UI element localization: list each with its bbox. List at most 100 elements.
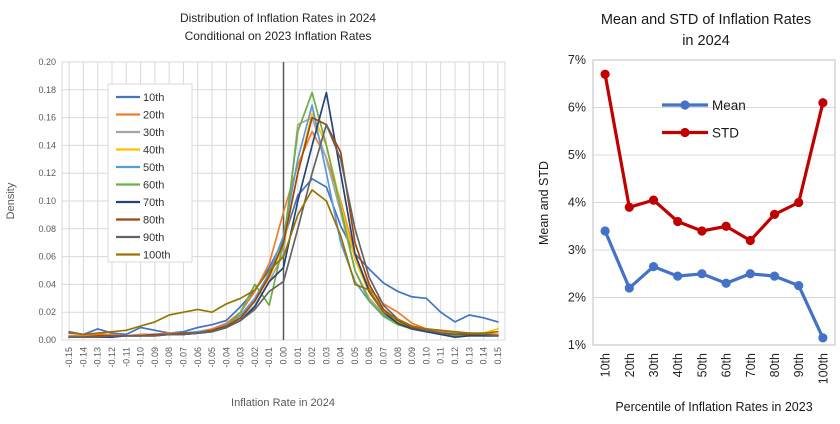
data-point-std-80th xyxy=(769,209,780,219)
legend-label-70th: 70th xyxy=(143,197,164,209)
mean-std-chart-canvas: 1% 2% 3% 4% 5% 6% 7% 10th 20th 30th 40th 50th 60th 70… xyxy=(537,12,836,414)
density-x-tick-label: 0.14 xyxy=(479,347,489,365)
mean-std-x-tick-label: 40th xyxy=(671,353,685,377)
legend-label-60th: 60th xyxy=(143,180,164,192)
density-y-tick-label: 0.00 xyxy=(38,335,56,345)
density-x-tick-label: 0.12 xyxy=(450,347,460,365)
legend-label-Mean: Mean xyxy=(712,98,746,113)
density-legend: 10th 20th 30th 40th 50th 60th 70th 80th 90th 100t… xyxy=(107,83,193,263)
mean-std-axis-ticks: 1% 2% 3% 4% 5% 6% 7% 10th 20th 30th 40th 50th 60th 70… xyxy=(568,53,830,384)
legend-marker-STD xyxy=(680,127,690,138)
density-y-tick-label: 0.12 xyxy=(38,168,56,178)
legend-label-50th: 50th xyxy=(143,162,164,174)
data-point-std-50th xyxy=(697,226,707,236)
data-point-std-70th xyxy=(745,235,755,246)
data-point-std-90th xyxy=(794,197,804,208)
density-x-tick-label: -0.14 xyxy=(78,347,88,368)
density-chart-title-line1: Distribution of Inflation Rates in 2024 xyxy=(180,11,376,25)
mean-std-chart-title-line2: in 2024 xyxy=(682,33,730,49)
data-point-std-30th xyxy=(648,195,659,205)
density-chart-title-line2: Conditional on 2023 Inflation Rates xyxy=(185,29,372,43)
density-chart-body: 0.00 0.02 0.04 0.06 0.08 0.10 0.12 0.14 0.16 0.18… xyxy=(38,57,506,368)
density-x-tick-label: -0.11 xyxy=(121,347,131,367)
mean-std-legend: Mean STD xyxy=(662,98,746,141)
mean-std-y-tick-label: 4% xyxy=(568,196,586,210)
density-x-tick-label: -0.07 xyxy=(178,347,188,368)
density-axis-ticks: 0.00 0.02 0.04 0.06 0.08 0.10 0.12 0.14 0.16 0.18… xyxy=(38,57,502,368)
series-std xyxy=(600,69,828,246)
mean-std-y-tick-label: 7% xyxy=(568,53,586,67)
density-x-tick-label: -0.02 xyxy=(250,347,260,368)
mean-std-x-tick-label: 20th xyxy=(623,353,637,377)
density-x-tick-label: 0.04 xyxy=(336,347,346,365)
density-x-axis-title: Inflation Rate in 2024 xyxy=(231,397,335,409)
series-line-90th xyxy=(68,123,499,339)
density-x-tick-label: -0.09 xyxy=(150,347,160,368)
mean-std-x-tick-label: 10th xyxy=(599,353,613,377)
mean-std-chart-body: 1% 2% 3% 4% 5% 6% 7% 10th 20th 30th 40th 50th 60th 70… xyxy=(568,53,836,384)
density-x-tick-label: 0.13 xyxy=(464,347,474,365)
data-point-mean-100th xyxy=(818,333,828,343)
mean-std-chart-panel: 1% 2% 3% 4% 5% 6% 7% 10th 20th 30th 40th 50th 60th 70… xyxy=(510,0,840,424)
density-x-tick-label: 0.07 xyxy=(379,347,389,365)
density-x-tick-label: -0.12 xyxy=(107,347,117,368)
density-x-tick-label: -0.03 xyxy=(236,347,246,368)
data-point-mean-30th xyxy=(648,262,659,272)
density-y-tick-label: 0.06 xyxy=(38,252,56,262)
mean-std-x-tick-label: 100th xyxy=(816,353,830,384)
mean-std-x-tick-label: 70th xyxy=(744,353,758,377)
mean-std-x-tick-label: 90th xyxy=(792,353,806,377)
legend-label-100th: 100th xyxy=(143,250,171,262)
data-point-mean-60th xyxy=(721,278,731,288)
mean-std-y-tick-label: 1% xyxy=(568,338,586,352)
mean-std-x-tick-label: 30th xyxy=(647,353,661,377)
legend-marker-Mean xyxy=(680,100,690,110)
density-x-tick-label: 0.00 xyxy=(279,347,289,365)
density-x-tick-label: -0.08 xyxy=(164,347,174,368)
data-point-std-60th xyxy=(721,221,731,231)
density-y-tick-label: 0.18 xyxy=(38,85,56,95)
density-x-tick-label: 0.11 xyxy=(436,347,446,364)
density-x-tick-label: -0.01 xyxy=(264,347,274,368)
data-point-std-20th xyxy=(624,202,634,212)
density-chart-panel: 0.00 0.02 0.04 0.06 0.08 0.10 0.12 0.14 0.16 0.18… xyxy=(5,11,506,409)
legend-label-40th: 40th xyxy=(143,145,164,157)
legend-label-10th: 10th xyxy=(143,92,164,104)
density-x-tick-label: -0.13 xyxy=(93,347,103,368)
data-point-mean-70th xyxy=(745,269,755,279)
density-y-tick-label: 0.08 xyxy=(38,224,56,234)
data-point-mean-10th xyxy=(600,226,610,236)
data-point-std-40th xyxy=(673,216,683,227)
density-x-tick-label: 0.10 xyxy=(421,347,431,365)
density-y-tick-label: 0.20 xyxy=(38,57,56,67)
data-point-mean-20th xyxy=(624,283,634,293)
mean-std-x-tick-label: 80th xyxy=(768,353,782,377)
data-point-mean-80th xyxy=(769,271,780,281)
density-x-tick-label: -0.04 xyxy=(221,347,231,368)
density-x-tick-label: 0.03 xyxy=(321,347,331,365)
data-point-std-100th xyxy=(818,98,828,108)
legend-label-90th: 90th xyxy=(143,232,164,244)
mean-std-y-tick-label: 2% xyxy=(568,291,586,305)
data-point-mean-90th xyxy=(794,281,804,291)
density-x-tick-label: 0.08 xyxy=(393,347,403,365)
legend-label-30th: 30th xyxy=(143,127,164,139)
density-y-axis-title: Density xyxy=(5,182,17,219)
density-y-tick-label: 0.16 xyxy=(38,113,56,123)
mean-std-chart-title-line1: Mean and STD of Inflation Rates xyxy=(601,12,811,28)
data-point-mean-40th xyxy=(673,271,683,281)
data-point-std-10th xyxy=(600,69,610,79)
density-y-tick-label: 0.14 xyxy=(38,140,56,150)
series-line-100th xyxy=(68,189,499,336)
mean-std-x-tick-label: 60th xyxy=(720,353,734,377)
data-point-mean-50th xyxy=(697,269,707,279)
mean-std-y-tick-label: 6% xyxy=(568,101,586,115)
density-x-tick-label: -0.15 xyxy=(64,347,74,368)
density-y-tick-label: 0.04 xyxy=(38,279,56,289)
legend-label-80th: 80th xyxy=(143,215,164,227)
mean-std-y-axis-title: Mean and STD xyxy=(537,161,551,245)
density-x-tick-label: -0.05 xyxy=(207,347,217,368)
density-x-tick-label: 0.09 xyxy=(407,347,417,365)
density-chart-canvas: 0.00 0.02 0.04 0.06 0.08 0.10 0.12 0.14 0.16 0.18… xyxy=(5,11,506,409)
